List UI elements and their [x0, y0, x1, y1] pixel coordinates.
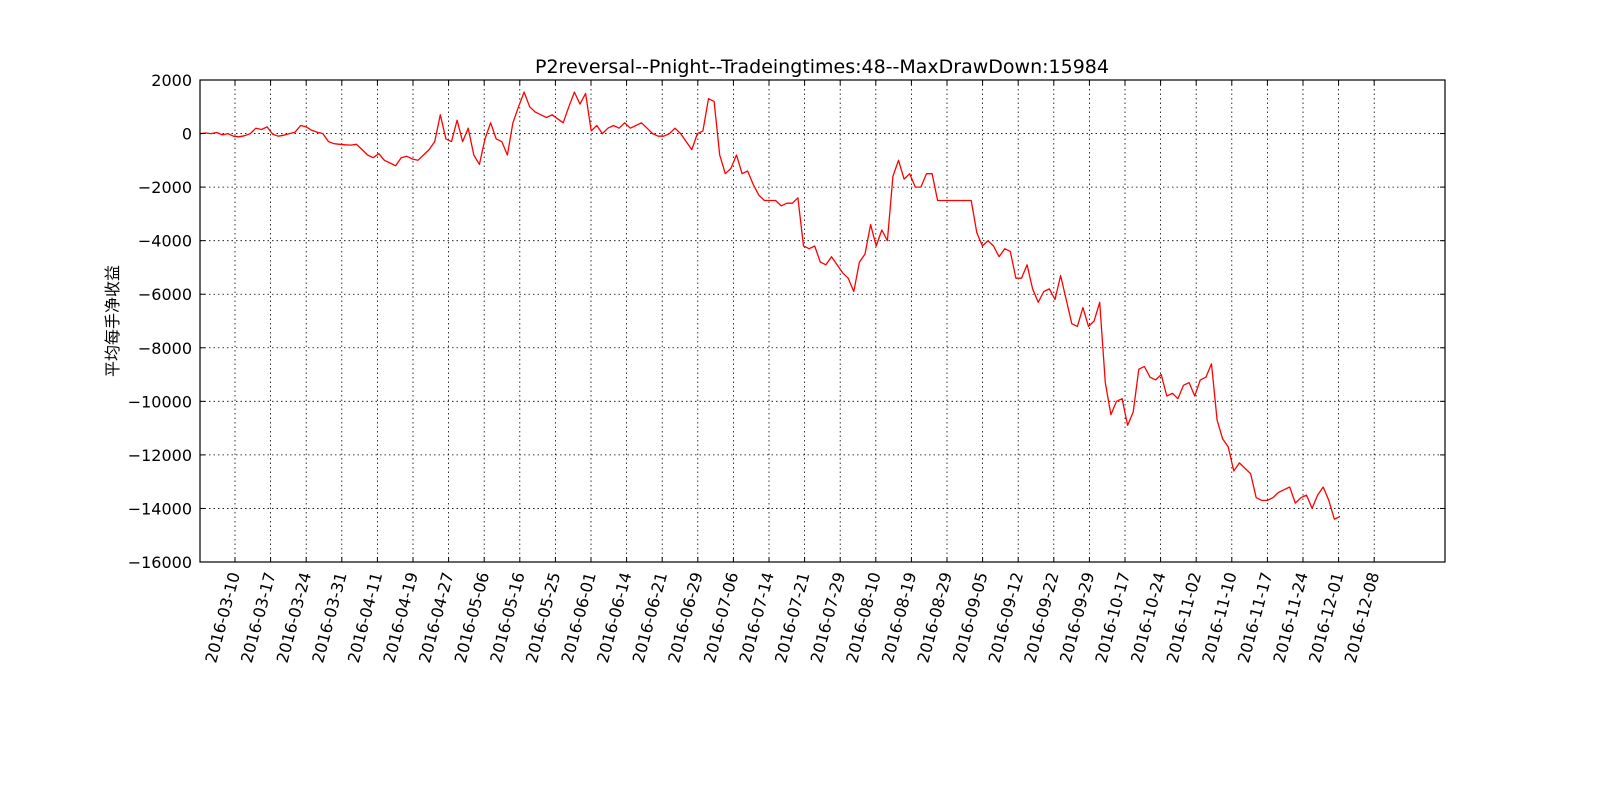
x-tick-label: 2016-07-21: [771, 570, 813, 665]
y-tick-label: −8000: [138, 339, 192, 358]
x-tick-label: 2016-12-08: [1341, 570, 1383, 665]
series-line: [199, 91, 1341, 520]
x-tick-label: 2016-08-10: [842, 570, 884, 665]
x-tick-label: 2016-05-16: [486, 570, 528, 665]
x-tick-label: 2016-06-21: [629, 570, 671, 665]
x-tick-label: 2016-04-11: [344, 570, 386, 665]
plot-area: [199, 79, 1446, 563]
x-tick-label: 2016-03-17: [237, 570, 279, 665]
x-tick-label: 2016-10-17: [1091, 570, 1133, 665]
chart-title: P2reversal--Pnight--Tradeingtimes:48--Ma…: [535, 56, 1109, 78]
x-tick-label: 2016-11-24: [1269, 570, 1311, 665]
x-tick-label: 2016-10-24: [1127, 570, 1169, 665]
y-tick-label: −4000: [138, 232, 192, 251]
y-tick-label: 2000: [151, 71, 192, 90]
grid-lines: [200, 80, 1445, 562]
series-layer: [199, 91, 1341, 520]
x-tick-label: 2016-04-19: [379, 570, 421, 665]
x-tick-label: 2016-08-19: [878, 570, 920, 665]
x-tick-label: 2016-03-10: [201, 570, 243, 665]
x-tick-label: 2016-11-10: [1198, 570, 1240, 665]
x-tick-label: 2016-05-25: [522, 570, 564, 665]
y-tick-label: −6000: [138, 285, 192, 304]
x-tick-label: 2016-06-14: [593, 570, 635, 665]
x-tick-label: 2016-09-12: [985, 570, 1027, 665]
y-tick-label: −10000: [128, 392, 192, 411]
y-tick-label: −2000: [138, 178, 192, 197]
x-tick-label: 2016-07-29: [807, 570, 849, 665]
x-tick-label: 2016-11-02: [1163, 570, 1205, 665]
y-axis: 2000 0 −2000 −4000 −6000 −8000 −10000 −12000 −14…: [128, 71, 1445, 572]
y-axis-label: 平均每手净收益: [103, 265, 122, 377]
x-tick-label: 2016-11-17: [1234, 570, 1276, 665]
x-tick-label: 2016-08-29: [913, 570, 955, 665]
y-tick-label: −12000: [128, 446, 192, 465]
x-tick-label: 2016-06-01: [557, 570, 599, 665]
x-tick-label: 2016-04-27: [415, 570, 457, 665]
x-tick-label: 2016-03-24: [273, 570, 315, 665]
x-tick-label: 2016-09-29: [1056, 570, 1098, 665]
x-tick-label: 2016-07-06: [700, 570, 742, 665]
x-tick-label: 2016-05-06: [451, 570, 493, 665]
x-tick-label: 2016-07-14: [735, 570, 777, 665]
x-tick-label: 2016-09-05: [949, 570, 991, 665]
y-tick-label: 0: [182, 125, 192, 144]
y-tick-label: −14000: [128, 499, 192, 518]
x-tick-label: 2016-12-01: [1305, 570, 1347, 665]
x-tick-label: 2016-06-29: [664, 570, 706, 665]
x-axis: 2016-03-102016-03-172016-03-242016-03-31…: [201, 80, 1383, 665]
x-tick-label: 2016-09-22: [1020, 570, 1062, 665]
y-tick-label: −16000: [128, 553, 192, 572]
x-tick-label: 2016-03-31: [308, 570, 350, 665]
